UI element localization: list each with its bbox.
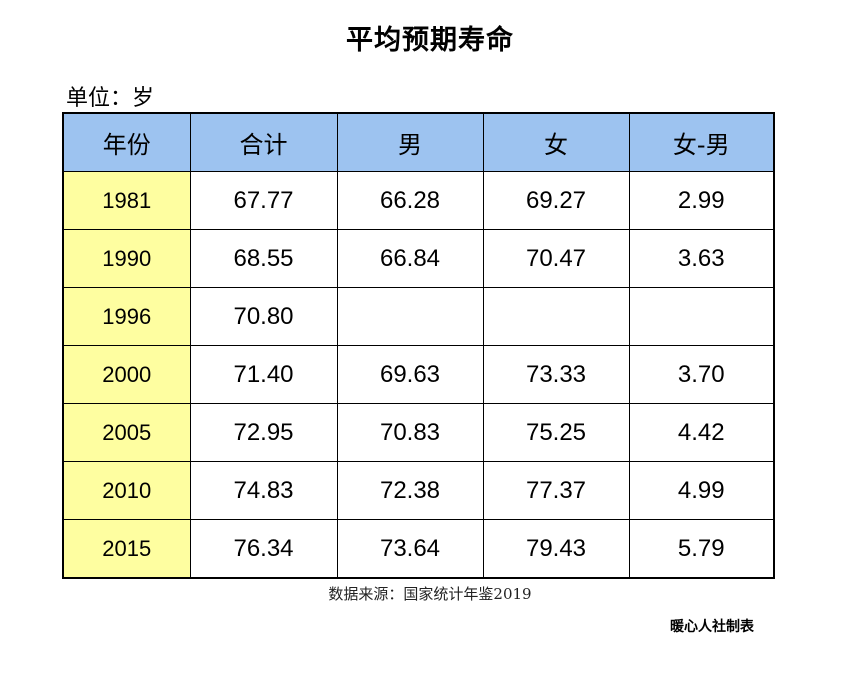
cell-diff: 5.79 bbox=[628, 519, 775, 579]
data-source-note: 数据来源：国家统计年鉴2019 bbox=[328, 585, 532, 603]
table-row: 2015 76.34 73.64 79.43 5.79 bbox=[62, 519, 775, 579]
life-expectancy-table: 年份 合计 男 女 女-男 1981 67.77 66.28 69.27 2.9… bbox=[62, 112, 775, 579]
cell-year: 1990 bbox=[62, 229, 191, 288]
header-female: 女 bbox=[482, 112, 630, 172]
unit-label: 单位：岁 bbox=[66, 86, 155, 111]
cell-female: 70.47 bbox=[482, 229, 630, 288]
cell-total: 71.40 bbox=[189, 345, 338, 404]
cell-diff: 4.42 bbox=[628, 403, 775, 462]
cell-male: 66.28 bbox=[336, 171, 484, 230]
cell-female: 79.43 bbox=[482, 519, 630, 579]
cell-male: 66.84 bbox=[336, 229, 484, 288]
cell-total: 67.77 bbox=[189, 171, 338, 230]
cell-year: 2005 bbox=[62, 403, 191, 462]
table-row: 1981 67.77 66.28 69.27 2.99 bbox=[62, 171, 775, 230]
cell-male: 70.83 bbox=[336, 403, 484, 462]
table-row: 2005 72.95 70.83 75.25 4.42 bbox=[62, 403, 775, 462]
cell-female: 69.27 bbox=[482, 171, 630, 230]
cell-year: 1996 bbox=[62, 287, 191, 346]
cell-male: 73.64 bbox=[336, 519, 484, 579]
cell-female: 75.25 bbox=[482, 403, 630, 462]
cell-total: 70.80 bbox=[189, 287, 338, 346]
page-title: 平均预期寿命 bbox=[346, 25, 514, 56]
cell-female: 73.33 bbox=[482, 345, 630, 404]
cell-year: 2010 bbox=[62, 461, 191, 520]
cell-male: 69.63 bbox=[336, 345, 484, 404]
cell-female bbox=[482, 287, 630, 346]
cell-diff: 3.70 bbox=[628, 345, 775, 404]
cell-total: 76.34 bbox=[189, 519, 338, 579]
cell-male bbox=[336, 287, 484, 346]
cell-diff: 4.99 bbox=[628, 461, 775, 520]
cell-female: 77.37 bbox=[482, 461, 630, 520]
header-year: 年份 bbox=[62, 112, 191, 172]
cell-diff: 2.99 bbox=[628, 171, 775, 230]
cell-year: 2000 bbox=[62, 345, 191, 404]
table-row: 1996 70.80 bbox=[62, 287, 775, 346]
cell-total: 74.83 bbox=[189, 461, 338, 520]
table-row: 1990 68.55 66.84 70.47 3.63 bbox=[62, 229, 775, 288]
table-header-row: 年份 合计 男 女 女-男 bbox=[62, 112, 775, 172]
cell-year: 1981 bbox=[62, 171, 191, 230]
cell-diff bbox=[628, 287, 775, 346]
cell-total: 68.55 bbox=[189, 229, 338, 288]
cell-total: 72.95 bbox=[189, 403, 338, 462]
header-male: 男 bbox=[336, 112, 484, 172]
cell-male: 72.38 bbox=[336, 461, 484, 520]
cell-year: 2015 bbox=[62, 519, 191, 579]
header-total: 合计 bbox=[189, 112, 338, 172]
maker-credit: 暖心人社制表 bbox=[670, 619, 754, 635]
table-row: 2010 74.83 72.38 77.37 4.99 bbox=[62, 461, 775, 520]
cell-diff: 3.63 bbox=[628, 229, 775, 288]
table-row: 2000 71.40 69.63 73.33 3.70 bbox=[62, 345, 775, 404]
header-diff: 女-男 bbox=[628, 112, 775, 172]
